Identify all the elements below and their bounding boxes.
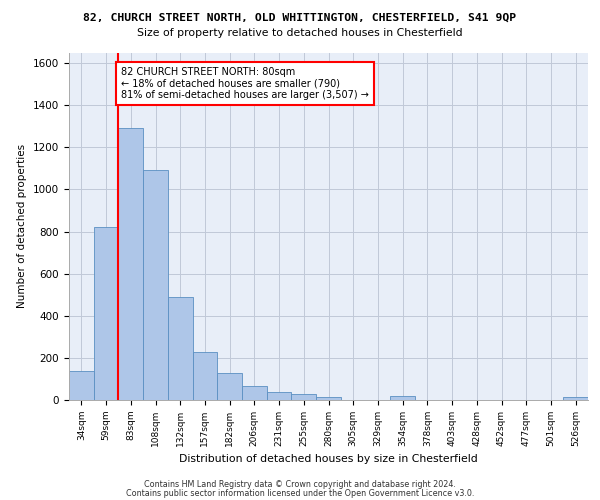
Bar — [217, 372, 242, 400]
Bar — [292, 394, 316, 400]
Bar — [316, 397, 341, 400]
Bar — [143, 170, 168, 400]
Bar — [267, 392, 292, 400]
Y-axis label: Number of detached properties: Number of detached properties — [17, 144, 28, 308]
Bar — [69, 370, 94, 400]
Text: Contains HM Land Registry data © Crown copyright and database right 2024.: Contains HM Land Registry data © Crown c… — [144, 480, 456, 489]
Bar — [94, 228, 118, 400]
Text: Contains public sector information licensed under the Open Government Licence v3: Contains public sector information licen… — [126, 489, 474, 498]
Text: 82 CHURCH STREET NORTH: 80sqm
← 18% of detached houses are smaller (790)
81% of : 82 CHURCH STREET NORTH: 80sqm ← 18% of d… — [121, 67, 369, 100]
Text: 82, CHURCH STREET NORTH, OLD WHITTINGTON, CHESTERFIELD, S41 9QP: 82, CHURCH STREET NORTH, OLD WHITTINGTON… — [83, 12, 517, 22]
X-axis label: Distribution of detached houses by size in Chesterfield: Distribution of detached houses by size … — [179, 454, 478, 464]
Bar — [118, 128, 143, 400]
Text: Size of property relative to detached houses in Chesterfield: Size of property relative to detached ho… — [137, 28, 463, 38]
Bar — [563, 397, 588, 400]
Bar — [390, 396, 415, 400]
Bar — [168, 297, 193, 400]
Bar — [193, 352, 217, 400]
Bar — [242, 386, 267, 400]
